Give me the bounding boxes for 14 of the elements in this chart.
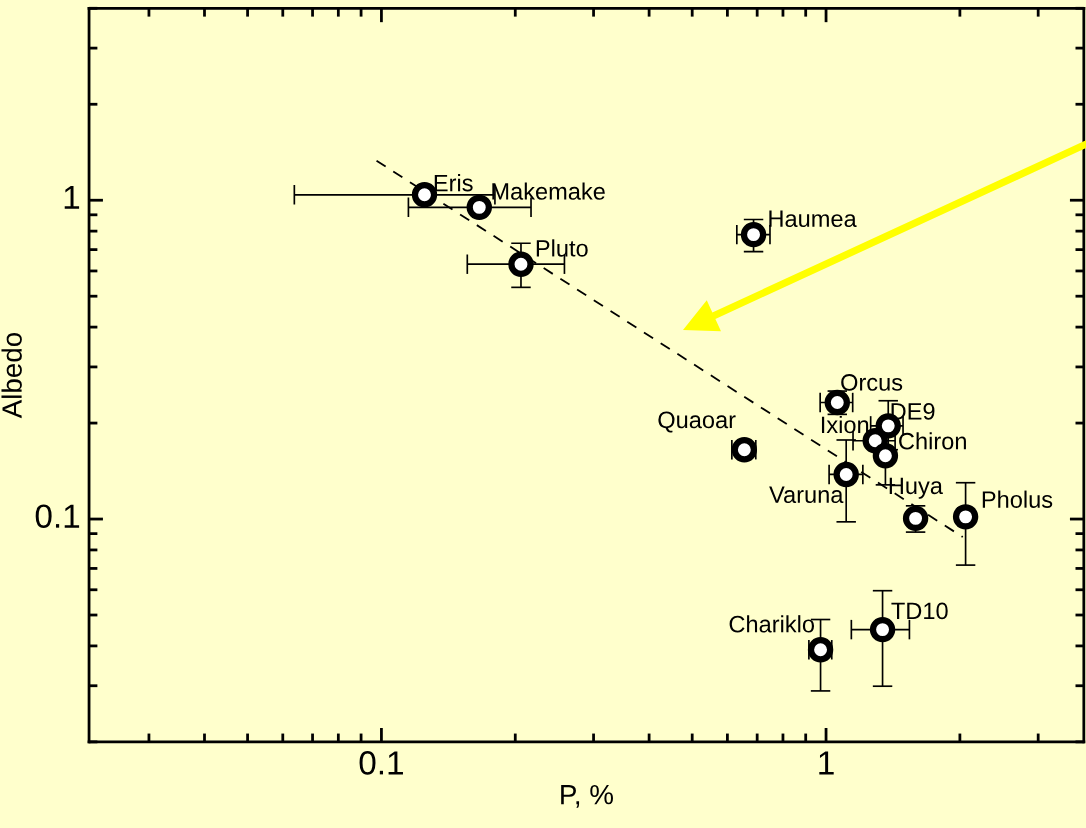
annotation: Chariklo	[729, 615, 815, 633]
annotation: Pluto	[536, 239, 588, 257]
annotation: Ixion	[821, 415, 869, 434]
annotation: Orcus	[841, 374, 903, 391]
annotation: Chiron	[899, 432, 966, 450]
annotation: Haumea	[769, 210, 857, 228]
annotation: Huya	[889, 477, 943, 499]
annotation: TD10	[891, 602, 948, 620]
annotation: Quaoar	[658, 411, 736, 433]
annotation: Pholus	[982, 490, 1053, 508]
x-axis-title: P, %	[561, 784, 613, 808]
annotation: Eris	[434, 174, 473, 192]
y-axis-title: Albedo	[1, 333, 22, 419]
annotation: Varuna	[769, 486, 844, 504]
